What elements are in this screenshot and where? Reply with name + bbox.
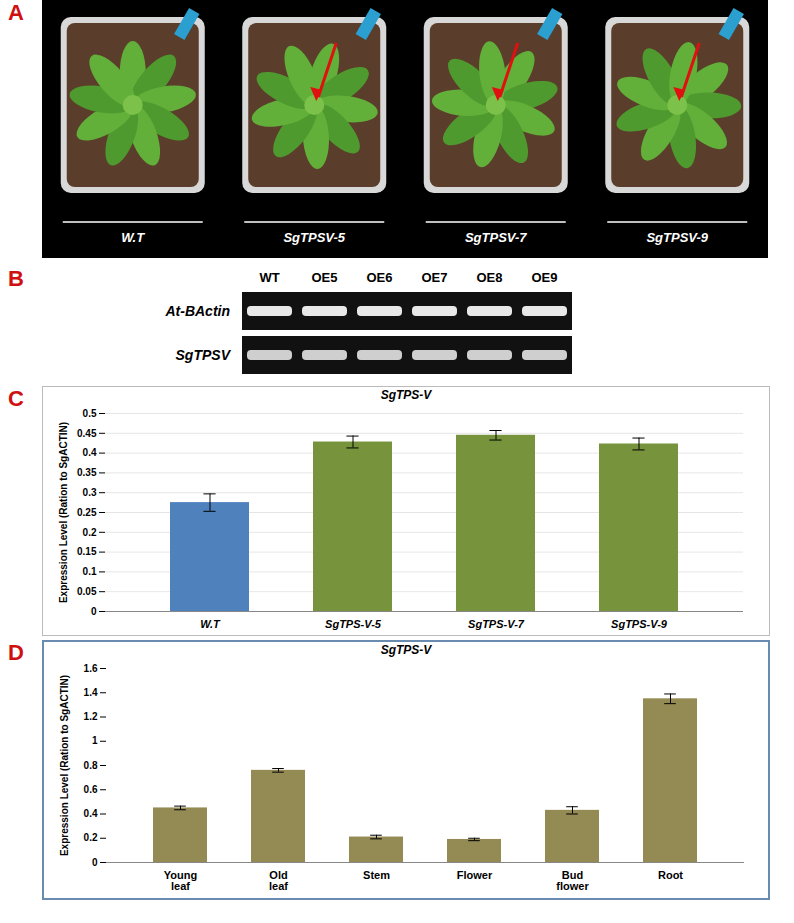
svg-text:Flower: Flower [457,869,493,881]
html-text:SgTPS-V: SgTPS-V [380,388,432,402]
svg-text:Youngleaf: Youngleaf [164,869,197,892]
svg-text:Budflower: Budflower [556,869,589,892]
svg-text:SgTPSV: SgTPSV [176,347,232,363]
svg-text:0.35: 0.35 [77,467,97,478]
svg-text:OE9: OE9 [531,270,557,285]
svg-text:0.45: 0.45 [77,428,97,439]
svg-text:SgTPS-V-5: SgTPS-V-5 [325,618,382,630]
svg-text:0.4: 0.4 [84,808,98,819]
svg-text:OE6: OE6 [366,270,392,285]
svg-text:SgTPS-V-9: SgTPS-V-9 [611,618,668,630]
svg-text:0: 0 [91,606,97,617]
svg-text:W.T: W.T [121,230,145,245]
svg-text:SgTPSV-7: SgTPSV-7 [465,230,527,245]
svg-text:0.2: 0.2 [83,527,97,538]
html-text:D: D [8,640,24,665]
svg-text:0.8: 0.8 [84,760,98,771]
svg-text:0.05: 0.05 [77,586,97,597]
svg-text:OE8: OE8 [476,270,502,285]
html-text:SgTPS-V: SgTPS-V [380,643,432,657]
svg-text:SgTPSV-9: SgTPSV-9 [646,230,708,245]
svg-text:Stem: Stem [363,869,390,881]
svg-text:SgTPSV-5: SgTPSV-5 [283,230,345,245]
svg-text:1.4: 1.4 [84,687,98,698]
svg-text:0.1: 0.1 [83,566,97,577]
svg-text:Expression Level (Ration to Sg: Expression Level (Ration to SgACTIN) [59,675,70,856]
svg-text:0: 0 [92,857,98,868]
svg-text:OE5: OE5 [311,270,337,285]
svg-text:1.6: 1.6 [84,663,98,674]
html-text:A: A [8,0,24,25]
svg-text:0.6: 0.6 [84,784,98,795]
html-text:B: B [8,266,24,291]
svg-text:1: 1 [92,735,98,746]
svg-text:0.15: 0.15 [77,546,97,557]
svg-text:0.25: 0.25 [77,507,97,518]
svg-text:W.T: W.T [200,618,221,630]
svg-text:1.2: 1.2 [84,711,98,722]
svg-text:0.5: 0.5 [83,408,97,419]
svg-text:Oldleaf: Oldleaf [269,869,288,892]
svg-text:At-BActin: At-BActin [164,303,230,319]
svg-text:WT: WT [259,270,279,285]
svg-text:Expression Level (Ration to Sg: Expression Level (Ration to SgACTIN) [58,422,69,603]
svg-text:Root: Root [658,869,683,881]
svg-text:0.2: 0.2 [84,832,98,843]
svg-text:0.4: 0.4 [83,447,97,458]
svg-text:OE7: OE7 [421,270,447,285]
svg-text:SgTPS-V-7: SgTPS-V-7 [468,618,525,630]
html-text:C: C [8,386,24,411]
svg-text:0.3: 0.3 [83,487,97,498]
